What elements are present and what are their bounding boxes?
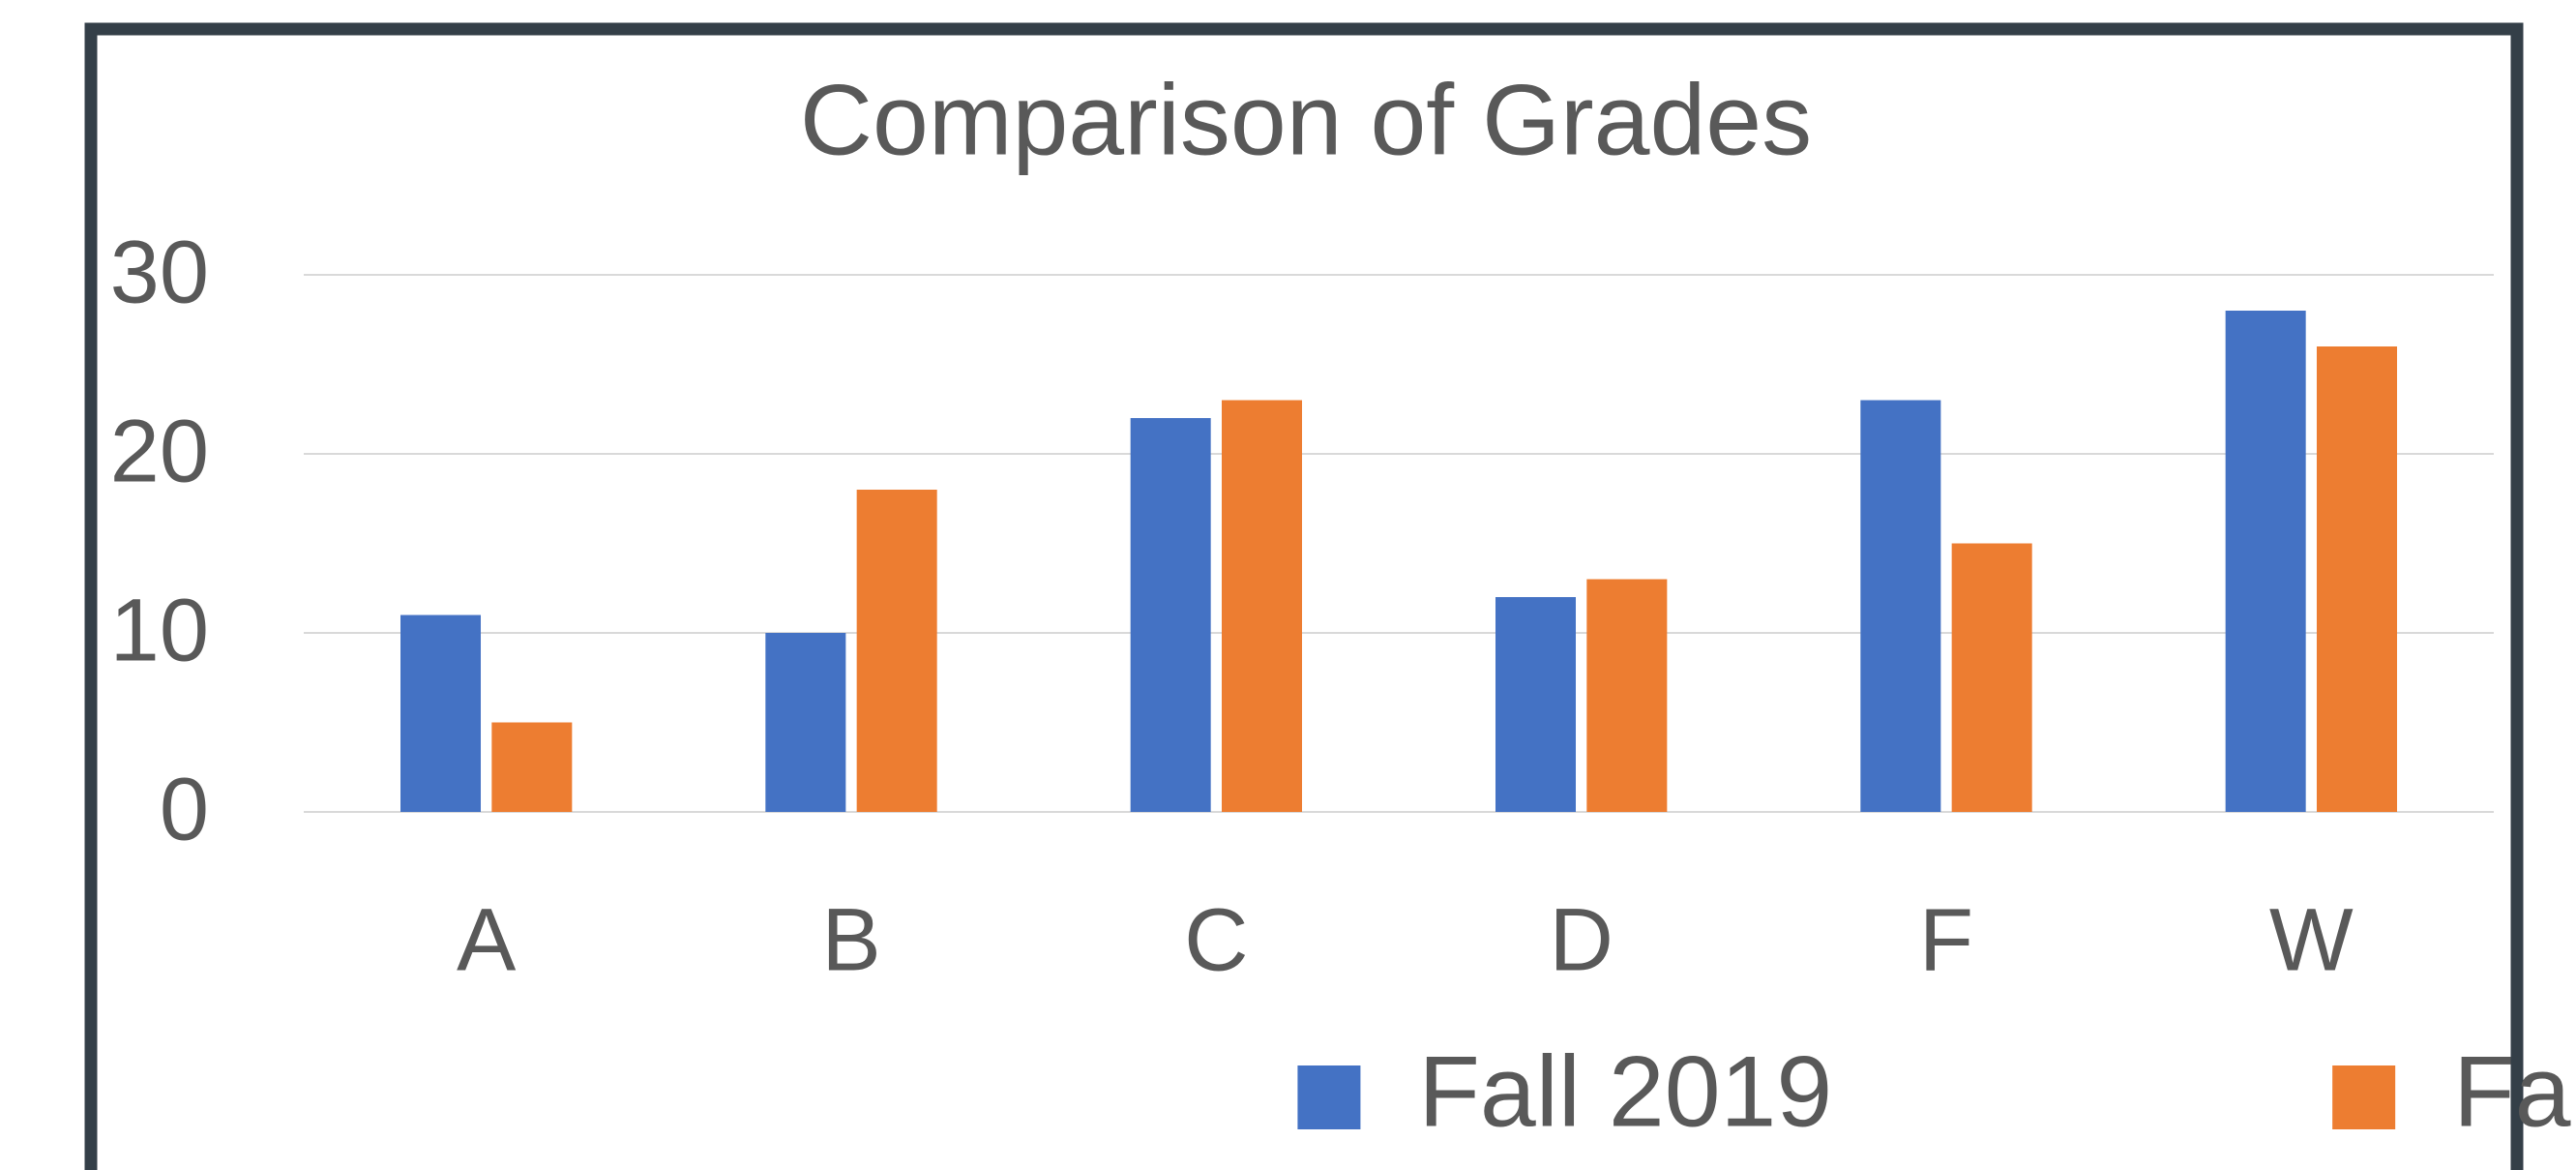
x-tick-label: A: [457, 890, 517, 989]
bar: [1221, 400, 1303, 812]
bar: [1495, 597, 1577, 812]
x-tick-label: F: [1919, 890, 1973, 989]
legend-swatch: [2332, 1065, 2396, 1129]
bar: [765, 633, 846, 812]
x-tick-label: B: [821, 890, 880, 989]
bar: [1130, 418, 1211, 812]
bar: [1860, 400, 1941, 812]
y-tick-label: 0: [160, 760, 209, 858]
y-tick-label: 30: [110, 223, 209, 321]
chart-title: Comparison of Grades: [800, 64, 1812, 176]
bar: [856, 490, 937, 812]
legend-swatch: [1297, 1065, 1361, 1129]
bar: [491, 722, 573, 812]
x-tick-label: W: [2269, 890, 2354, 989]
x-tick-label: C: [1184, 890, 1248, 989]
bar: [2225, 311, 2306, 812]
bar: [400, 615, 482, 812]
y-tick-label: 20: [110, 402, 209, 500]
bar: [1951, 543, 2032, 812]
legend-label: Fall 2019: [1418, 1035, 1832, 1148]
chart-border: [84, 22, 2524, 1170]
bar: [2316, 346, 2398, 812]
x-tick-label: D: [1549, 890, 1613, 989]
y-tick-label: 10: [110, 581, 209, 679]
bar: [1586, 579, 1668, 812]
legend-label: Fall 2020: [2453, 1035, 2576, 1148]
